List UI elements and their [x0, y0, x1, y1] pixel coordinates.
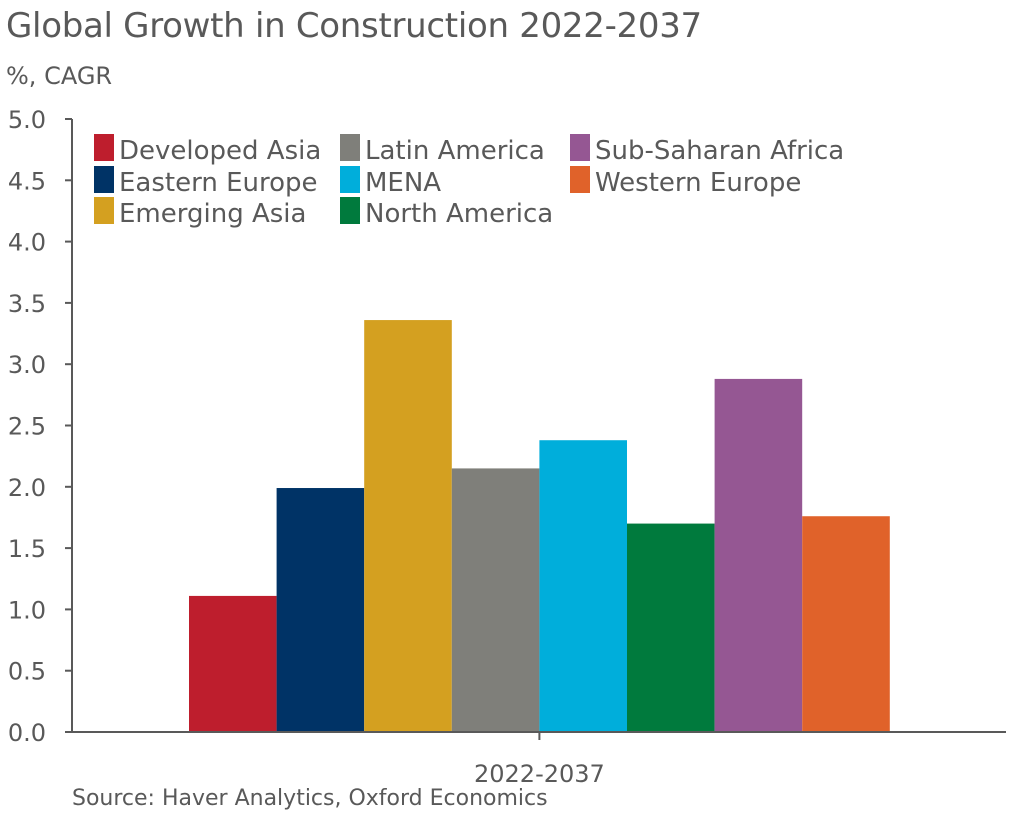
y-tick-label: 0.0	[8, 719, 46, 747]
legend-swatch-eastern-europe	[94, 166, 114, 193]
bar-western-europe	[802, 516, 890, 732]
x-axis: 2022-2037	[72, 731, 1006, 788]
x-category-label: 2022-2037	[474, 760, 605, 788]
legend-swatch-north-america	[340, 197, 360, 224]
y-tick-label: 2.0	[8, 474, 46, 502]
legend-label-emerging-asia: Emerging Asia	[119, 199, 306, 229]
y-tick-label: 2.5	[8, 413, 46, 441]
legend-label-western-europe: Western Europe	[595, 168, 801, 198]
legend-swatch-emerging-asia	[94, 197, 114, 224]
legend-label-developed-asia: Developed Asia	[119, 136, 321, 166]
legend-label-north-america: North America	[365, 199, 553, 229]
y-axis: 0.0 0.5 1.0 1.5 2.0 2.5 3.0 3.5 4.0 4.5 5.0	[8, 106, 73, 747]
bars	[189, 320, 890, 732]
chart-title: Global Growth in Construction 2022-2037	[6, 6, 702, 46]
source-note: Source: Haver Analytics, Oxford Economic…	[72, 786, 548, 811]
legend-swatch-mena	[340, 166, 360, 193]
y-tick-label: 3.5	[8, 290, 46, 318]
bar-mena	[539, 440, 627, 732]
y-tick-label: 4.5	[8, 167, 46, 195]
legend-swatch-developed-asia	[94, 134, 114, 161]
y-axis-units: %, CAGR	[6, 62, 113, 90]
bar-sub-saharan-africa	[714, 378, 803, 732]
legend-label-mena: MENA	[365, 168, 441, 198]
legend-label-eastern-europe: Eastern Europe	[119, 168, 318, 198]
legend-label-latin-america: Latin America	[365, 136, 545, 166]
bar-chart: 0.0 0.5 1.0 1.5 2.0 2.5 3.0 3.5 4.0 4.5 5.0 2022-2…	[8, 106, 1006, 788]
legend-swatch-western-europe	[570, 166, 590, 193]
y-tick-label: 0.5	[8, 658, 46, 686]
y-tick-label: 1.5	[8, 535, 46, 563]
y-tick-label: 5.0	[8, 106, 46, 134]
legend-label-sub-saharan-africa: Sub-Saharan Africa	[595, 136, 844, 166]
y-tick-label: 3.0	[8, 351, 46, 379]
bar-latin-america	[451, 468, 540, 732]
bar-eastern-europe	[276, 488, 365, 732]
bar-developed-asia	[189, 595, 277, 732]
legend-swatch-sub-saharan-africa	[570, 134, 590, 161]
bar-north-america	[627, 523, 715, 732]
legend-swatch-latin-america	[340, 134, 360, 161]
y-tick-label: 4.0	[8, 229, 46, 257]
y-tick-label: 1.0	[8, 596, 46, 624]
bar-emerging-asia	[364, 320, 452, 732]
